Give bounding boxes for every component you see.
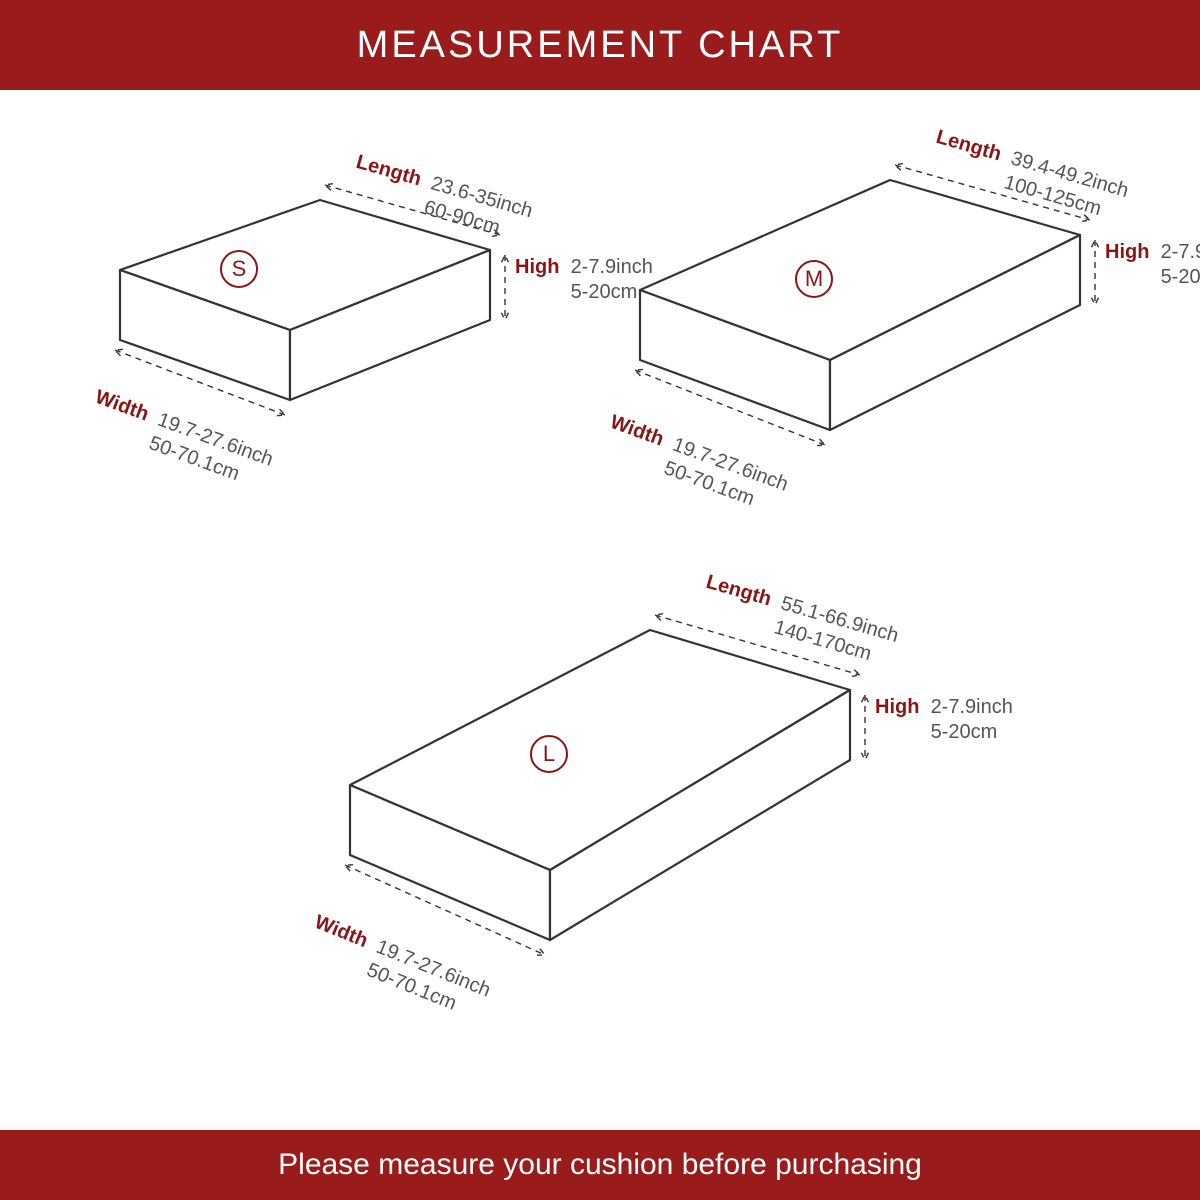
- cushion-diagram-m: MLength 39.4-49.2inchLength 100-125cmWid…: [580, 130, 1140, 560]
- high-label: High 2-7.9inchHigh 5-20cm: [875, 695, 1013, 745]
- size-badge-m: M: [795, 260, 833, 298]
- cushion-diagram-l: LLength 55.1-66.9inchLength 140-170cmWid…: [290, 580, 850, 1010]
- footer-bar: Please measure your cushion before purch…: [0, 1130, 1200, 1200]
- size-badge-s: S: [220, 250, 258, 288]
- header-title: MEASUREMENT CHART: [357, 24, 844, 67]
- header-bar: MEASUREMENT CHART: [0, 0, 1200, 90]
- footer-text: Please measure your cushion before purch…: [278, 1148, 922, 1182]
- cushion-diagram-s: SLength 23.6-35inchLength 60-90cmWidth 1…: [60, 140, 620, 570]
- size-badge-l: L: [530, 735, 568, 773]
- high-label: High 2-7.9inchHigh 5-20cm: [1105, 240, 1200, 290]
- diagram-area: SLength 23.6-35inchLength 60-90cmWidth 1…: [0, 90, 1200, 1130]
